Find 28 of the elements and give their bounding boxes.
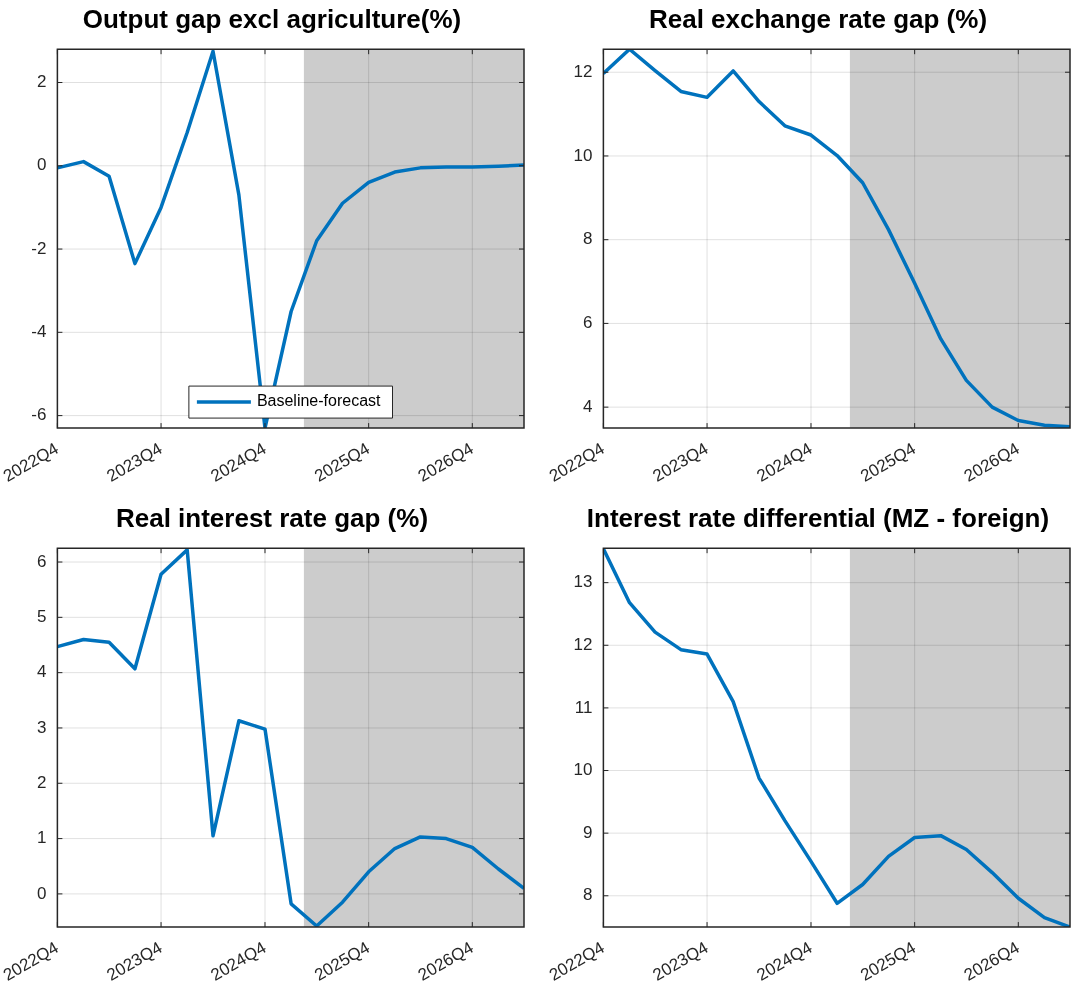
y-tick-label: 0	[36, 883, 47, 903]
y-tick-label: 6	[36, 551, 47, 571]
chart-title: Output gap excl agriculture(%)	[81, 3, 463, 36]
y-tick-label: 2	[36, 772, 47, 792]
y-tick-label: 5	[36, 607, 47, 627]
y-tick-label: -2	[31, 238, 47, 258]
chart-title: Real exchange rate gap (%)	[647, 3, 989, 36]
y-tick-label: 8	[582, 885, 593, 905]
legend-label: Baseline-forecast	[256, 392, 382, 410]
y-tick-label: 0	[36, 155, 47, 175]
chart-title: Interest rate differential (MZ - foreign)	[585, 502, 1051, 535]
y-tick-label: 1	[36, 828, 47, 848]
y-tick-label: -4	[31, 322, 47, 342]
y-tick-label: 11	[574, 697, 593, 717]
y-tick-label: 12	[573, 61, 593, 81]
y-tick-label: 3	[36, 717, 47, 737]
y-tick-label: 13	[573, 572, 593, 592]
y-tick-label: 6	[582, 313, 593, 333]
y-tick-label: 4	[36, 662, 47, 682]
y-tick-label: 12	[573, 634, 593, 654]
y-tick-label: 10	[573, 760, 593, 780]
chart-title: Real interest rate gap (%)	[114, 502, 430, 535]
y-tick-label: 4	[582, 396, 593, 416]
y-tick-label: 9	[582, 822, 593, 842]
y-tick-label: 2	[36, 72, 47, 92]
y-tick-label: 8	[582, 229, 593, 249]
y-tick-label: -6	[31, 405, 47, 425]
y-tick-label: 10	[573, 145, 593, 165]
